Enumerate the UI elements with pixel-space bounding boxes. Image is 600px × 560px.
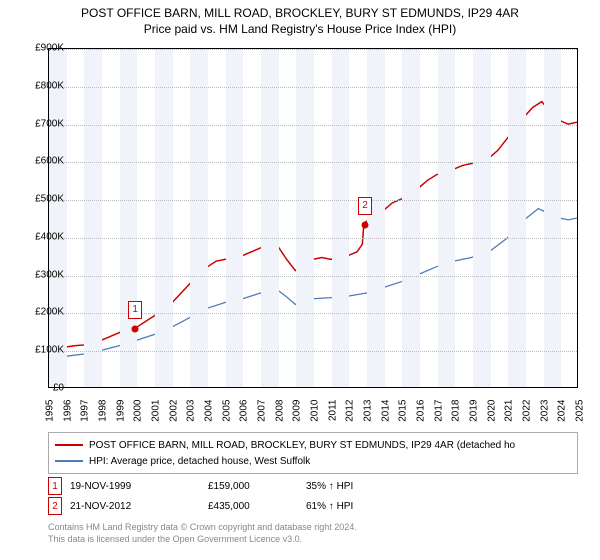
annotation-marker-icon: 2 (48, 497, 62, 515)
annotation-hpi-delta: 61% ↑ HPI (306, 501, 406, 512)
annotation-date: 21-NOV-2012 (70, 501, 200, 512)
annotation-marker-icon: 1 (48, 477, 62, 495)
chart-title-block: POST OFFICE BARN, MILL ROAD, BROCKLEY, B… (0, 0, 600, 36)
y-tick-label: £500K (35, 194, 64, 205)
footer-line2: This data is licensed under the Open Gov… (48, 534, 578, 546)
legend-swatch (55, 444, 83, 446)
y-tick-label: £900K (35, 43, 64, 54)
y-tick-label: £200K (35, 307, 64, 318)
chart-title-line1: POST OFFICE BARN, MILL ROAD, BROCKLEY, B… (0, 6, 600, 20)
price-marker-label: 1 (128, 301, 142, 319)
legend-row-hpi: HPI: Average price, detached house, West… (55, 453, 571, 469)
price-marker-label: 2 (358, 197, 372, 215)
y-tick-label: £600K (35, 156, 64, 167)
annotation-hpi-delta: 35% ↑ HPI (306, 481, 406, 492)
annotation-price: £435,000 (208, 501, 298, 512)
legend-label: HPI: Average price, detached house, West… (89, 456, 310, 467)
y-tick-label: £700K (35, 118, 64, 129)
annotation-date: 19-NOV-1999 (70, 481, 200, 492)
chart-legend: POST OFFICE BARN, MILL ROAD, BROCKLEY, B… (48, 432, 578, 474)
chart-title-line2: Price paid vs. HM Land Registry's House … (0, 22, 600, 36)
y-tick-label: £300K (35, 269, 64, 280)
legend-swatch (55, 460, 83, 462)
price-marker-dot (362, 221, 369, 228)
price-marker-dot (132, 325, 139, 332)
annotation-row: 2 21-NOV-2012 £435,000 61% ↑ HPI (48, 496, 578, 516)
footer-attribution: Contains HM Land Registry data © Crown c… (48, 522, 578, 545)
legend-row-subject: POST OFFICE BARN, MILL ROAD, BROCKLEY, B… (55, 437, 571, 453)
footer-line1: Contains HM Land Registry data © Crown c… (48, 522, 578, 534)
legend-label: POST OFFICE BARN, MILL ROAD, BROCKLEY, B… (89, 440, 515, 451)
annotation-table: 1 19-NOV-1999 £159,000 35% ↑ HPI 2 21-NO… (48, 476, 578, 516)
y-tick-label: £400K (35, 231, 64, 242)
y-tick-label: £800K (35, 80, 64, 91)
y-tick-label: £0 (53, 383, 64, 394)
annotation-price: £159,000 (208, 481, 298, 492)
y-tick-label: £100K (35, 345, 64, 356)
chart-plot-area: 12 (48, 48, 578, 388)
annotation-row: 1 19-NOV-1999 £159,000 35% ↑ HPI (48, 476, 578, 496)
